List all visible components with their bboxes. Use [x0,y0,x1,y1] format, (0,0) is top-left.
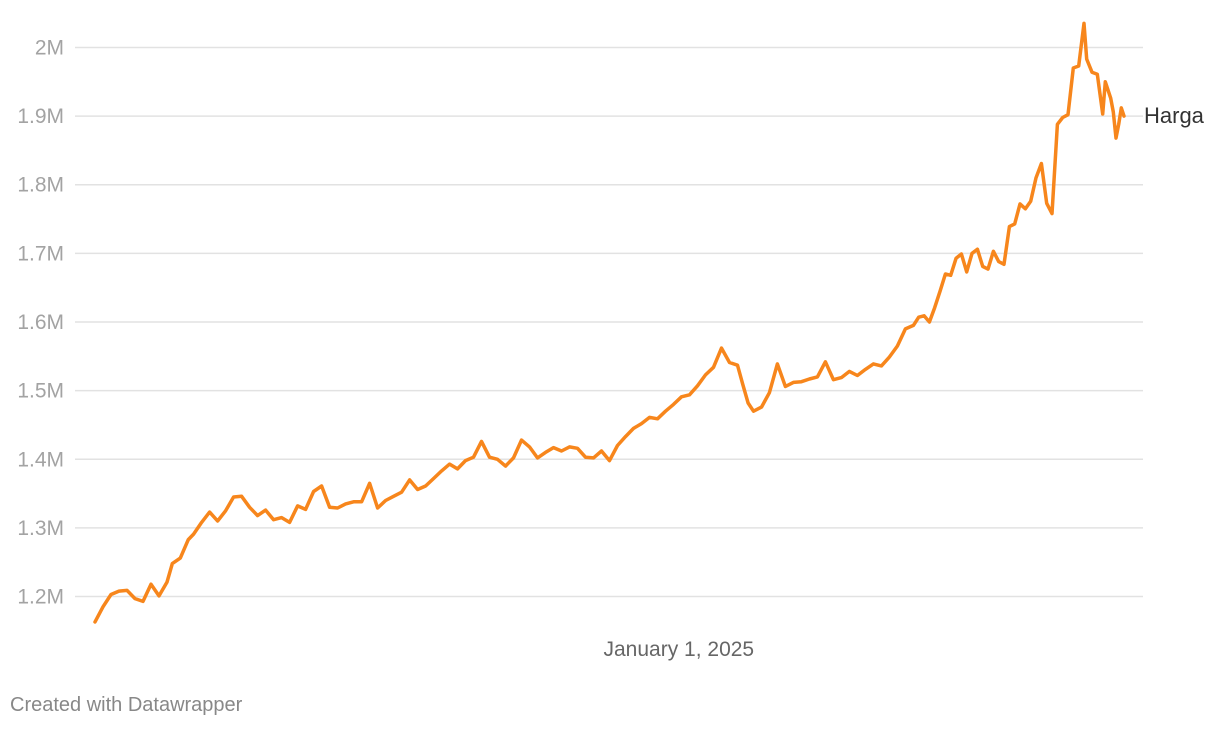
y-tick-label: 1.7M [17,242,64,265]
y-tick-label: 1.6M [17,311,64,334]
series-line-harga [93,21,1126,624]
x-axis-tick-labels: January 1, 2025 [604,638,755,661]
line-chart: 1.2M 1.3M 1.4M 1.5M 1.6M 1.7M 1.8M 1.9M 2M Janua… [17,21,1205,661]
series-label-harga: Harga [1144,103,1205,128]
x-tick-label: January 1, 2025 [604,638,755,661]
series-layer [93,21,1126,624]
series-labels: Harga [1144,103,1205,128]
y-tick-label: 1.4M [17,448,64,471]
gridlines [75,46,1143,598]
y-tick-label: 1.9M [17,105,64,128]
y-tick-label: 1.8M [17,174,64,197]
y-tick-label: 2M [35,36,64,59]
y-tick-label: 1.2M [17,586,64,609]
y-tick-label: 1.3M [17,517,64,540]
footer-credit: Created with Datawrapper [10,694,243,716]
y-tick-label: 1.5M [17,380,64,403]
y-axis-tick-labels: 1.2M 1.3M 1.4M 1.5M 1.6M 1.7M 1.8M 1.9M 2M [17,36,64,608]
